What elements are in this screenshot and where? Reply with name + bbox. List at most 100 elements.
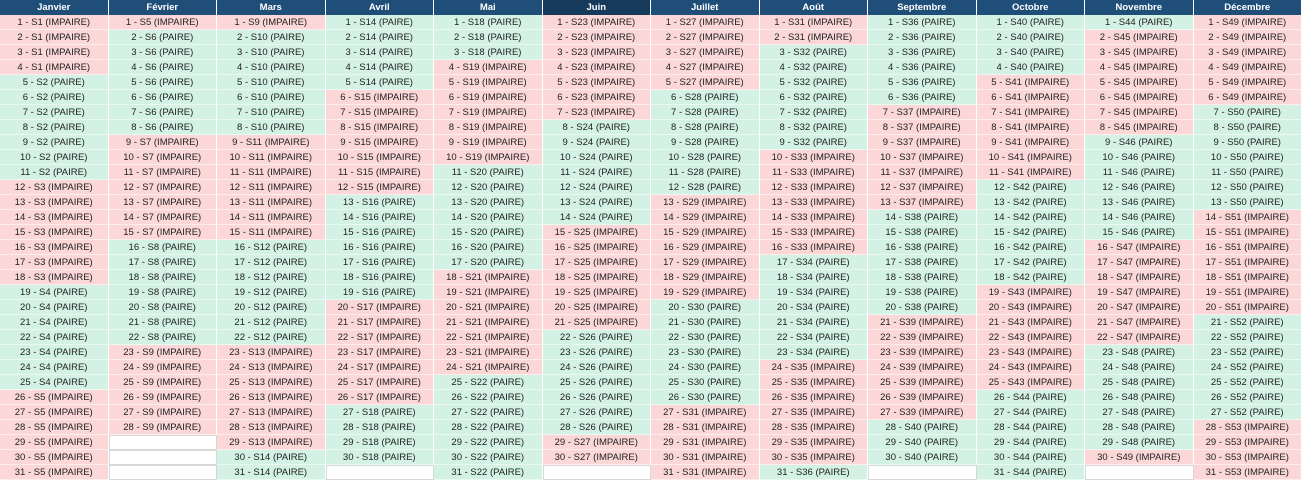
day-cell[interactable]: 20 - S12 (PAIRE) bbox=[217, 300, 326, 315]
day-cell[interactable]: 19 - S4 (PAIRE) bbox=[0, 285, 109, 300]
day-cell[interactable]: 22 - S30 (PAIRE) bbox=[651, 330, 760, 345]
day-cell[interactable]: 26 - S13 (IMPAIRE) bbox=[217, 390, 326, 405]
day-cell[interactable]: 4 - S27 (IMPAIRE) bbox=[651, 60, 760, 75]
day-cell[interactable]: 10 - S41 (IMPAIRE) bbox=[976, 150, 1085, 165]
day-cell[interactable]: 15 - S3 (IMPAIRE) bbox=[0, 225, 109, 240]
day-cell[interactable]: 4 - S32 (PAIRE) bbox=[759, 60, 868, 75]
day-cell[interactable]: 7 - S15 (IMPAIRE) bbox=[325, 105, 434, 120]
month-header-janvier[interactable]: Janvier bbox=[0, 0, 109, 15]
day-cell[interactable]: 28 - S13 (IMPAIRE) bbox=[217, 420, 326, 435]
day-cell[interactable]: 12 - S50 (PAIRE) bbox=[1193, 180, 1302, 195]
day-cell[interactable]: 22 - S39 (IMPAIRE) bbox=[868, 330, 977, 345]
day-cell[interactable]: 25 - S26 (PAIRE) bbox=[542, 375, 651, 390]
day-cell[interactable]: 13 - S29 (IMPAIRE) bbox=[651, 195, 760, 210]
day-cell[interactable]: 10 - S7 (IMPAIRE) bbox=[108, 150, 217, 165]
day-cell[interactable]: 28 - S22 (PAIRE) bbox=[434, 420, 543, 435]
day-cell[interactable]: 14 - S16 (PAIRE) bbox=[325, 210, 434, 225]
day-cell[interactable]: 5 - S45 (IMPAIRE) bbox=[1085, 75, 1194, 90]
day-cell[interactable]: 30 - S18 (PAIRE) bbox=[325, 450, 434, 465]
day-cell[interactable]: 7 - S32 (PAIRE) bbox=[759, 105, 868, 120]
day-cell[interactable]: 26 - S17 (IMPAIRE) bbox=[325, 390, 434, 405]
day-cell[interactable]: 28 - S53 (IMPAIRE) bbox=[1193, 420, 1302, 435]
day-cell[interactable]: 1 - S44 (PAIRE) bbox=[1085, 15, 1194, 30]
day-cell[interactable]: 26 - S52 (PAIRE) bbox=[1193, 390, 1302, 405]
day-cell[interactable]: 1 - S27 (IMPAIRE) bbox=[651, 15, 760, 30]
day-cell[interactable]: 5 - S23 (IMPAIRE) bbox=[542, 75, 651, 90]
day-cell[interactable]: 9 - S19 (IMPAIRE) bbox=[434, 135, 543, 150]
day-cell[interactable]: 13 - S33 (IMPAIRE) bbox=[759, 195, 868, 210]
day-cell[interactable]: 12 - S7 (IMPAIRE) bbox=[108, 180, 217, 195]
month-header-aout[interactable]: Août bbox=[759, 0, 868, 15]
day-cell[interactable]: 3 - S10 (PAIRE) bbox=[217, 45, 326, 60]
day-cell[interactable]: 8 - S6 (PAIRE) bbox=[108, 120, 217, 135]
day-cell[interactable]: 17 - S34 (PAIRE) bbox=[759, 255, 868, 270]
day-cell[interactable]: 3 - S14 (PAIRE) bbox=[325, 45, 434, 60]
day-cell[interactable]: 21 - S52 (PAIRE) bbox=[1193, 315, 1302, 330]
day-cell[interactable]: 1 - S14 (PAIRE) bbox=[325, 15, 434, 30]
day-cell[interactable]: 8 - S45 (IMPAIRE) bbox=[1085, 120, 1194, 135]
day-cell[interactable]: 28 - S40 (PAIRE) bbox=[868, 420, 977, 435]
day-cell[interactable]: 27 - S35 (IMPAIRE) bbox=[759, 405, 868, 420]
day-cell[interactable]: 18 - S8 (PAIRE) bbox=[108, 270, 217, 285]
day-cell[interactable]: 30 - S31 (IMPAIRE) bbox=[651, 450, 760, 465]
day-cell[interactable]: 18 - S51 (IMPAIRE) bbox=[1193, 270, 1302, 285]
day-cell[interactable]: 25 - S30 (PAIRE) bbox=[651, 375, 760, 390]
day-cell[interactable]: 16 - S20 (PAIRE) bbox=[434, 240, 543, 255]
day-cell[interactable]: 2 - S23 (IMPAIRE) bbox=[542, 30, 651, 45]
day-cell[interactable]: 26 - S9 (IMPAIRE) bbox=[108, 390, 217, 405]
day-cell[interactable]: 17 - S42 (PAIRE) bbox=[976, 255, 1085, 270]
day-cell[interactable]: 15 - S38 (PAIRE) bbox=[868, 225, 977, 240]
day-cell[interactable]: 28 - S26 (PAIRE) bbox=[542, 420, 651, 435]
day-cell[interactable]: 3 - S6 (PAIRE) bbox=[108, 45, 217, 60]
day-cell[interactable]: 20 - S21 (IMPAIRE) bbox=[434, 300, 543, 315]
day-cell[interactable]: 30 - S22 (PAIRE) bbox=[434, 450, 543, 465]
day-cell[interactable]: 4 - S36 (PAIRE) bbox=[868, 60, 977, 75]
day-cell[interactable]: 10 - S28 (PAIRE) bbox=[651, 150, 760, 165]
day-cell[interactable]: 18 - S3 (IMPAIRE) bbox=[0, 270, 109, 285]
day-cell[interactable]: 6 - S41 (IMPAIRE) bbox=[976, 90, 1085, 105]
day-cell[interactable]: 20 - S25 (IMPAIRE) bbox=[542, 300, 651, 315]
day-cell[interactable]: 30 - S5 (IMPAIRE) bbox=[0, 450, 109, 465]
month-header-decembre[interactable]: Décembre bbox=[1193, 0, 1302, 15]
day-cell[interactable]: 23 - S43 (IMPAIRE) bbox=[976, 345, 1085, 360]
month-header-mai[interactable]: Mai bbox=[434, 0, 543, 15]
day-cell[interactable]: 11 - S46 (PAIRE) bbox=[1085, 165, 1194, 180]
day-cell[interactable]: 9 - S7 (IMPAIRE) bbox=[108, 135, 217, 150]
day-cell[interactable]: 15 - S7 (IMPAIRE) bbox=[108, 225, 217, 240]
day-cell[interactable]: 20 - S30 (PAIRE) bbox=[651, 300, 760, 315]
day-cell[interactable]: 13 - S11 (IMPAIRE) bbox=[217, 195, 326, 210]
day-cell[interactable]: 6 - S2 (PAIRE) bbox=[0, 90, 109, 105]
day-cell[interactable]: 8 - S32 (PAIRE) bbox=[759, 120, 868, 135]
day-cell[interactable]: 8 - S15 (IMPAIRE) bbox=[325, 120, 434, 135]
day-cell[interactable]: 11 - S2 (PAIRE) bbox=[0, 165, 109, 180]
day-cell[interactable]: 27 - S48 (PAIRE) bbox=[1085, 405, 1194, 420]
day-cell[interactable]: 19 - S21 (IMPAIRE) bbox=[434, 285, 543, 300]
day-cell[interactable]: 13 - S20 (PAIRE) bbox=[434, 195, 543, 210]
day-cell[interactable]: 23 - S9 (IMPAIRE) bbox=[108, 345, 217, 360]
day-cell[interactable]: 4 - S19 (IMPAIRE) bbox=[434, 60, 543, 75]
day-cell[interactable]: 20 - S47 (IMPAIRE) bbox=[1085, 300, 1194, 315]
day-cell[interactable]: 27 - S5 (IMPAIRE) bbox=[0, 405, 109, 420]
day-cell[interactable]: 16 - S3 (IMPAIRE) bbox=[0, 240, 109, 255]
day-cell[interactable]: 13 - S16 (PAIRE) bbox=[325, 195, 434, 210]
month-header-avril[interactable]: Avril bbox=[325, 0, 434, 15]
day-cell[interactable]: 8 - S41 (IMPAIRE) bbox=[976, 120, 1085, 135]
day-cell[interactable]: 21 - S8 (PAIRE) bbox=[108, 315, 217, 330]
day-cell[interactable]: 9 - S11 (IMPAIRE) bbox=[217, 135, 326, 150]
day-cell[interactable]: 1 - S23 (IMPAIRE) bbox=[542, 15, 651, 30]
day-cell[interactable]: 8 - S2 (PAIRE) bbox=[0, 120, 109, 135]
day-cell[interactable]: 11 - S24 (PAIRE) bbox=[542, 165, 651, 180]
day-cell[interactable]: 14 - S51 (IMPAIRE) bbox=[1193, 210, 1302, 225]
day-cell[interactable]: 20 - S51 (IMPAIRE) bbox=[1193, 300, 1302, 315]
day-cell[interactable]: 13 - S50 (PAIRE) bbox=[1193, 195, 1302, 210]
day-cell[interactable]: 1 - S5 (IMPAIRE) bbox=[108, 15, 217, 30]
day-cell[interactable]: 20 - S43 (IMPAIRE) bbox=[976, 300, 1085, 315]
day-cell[interactable]: 2 - S1 (IMPAIRE) bbox=[0, 30, 109, 45]
day-cell[interactable]: 2 - S6 (PAIRE) bbox=[108, 30, 217, 45]
day-cell[interactable]: 16 - S33 (IMPAIRE) bbox=[759, 240, 868, 255]
day-cell[interactable]: 30 - S27 (IMPAIRE) bbox=[542, 450, 651, 465]
day-cell[interactable]: 5 - S6 (PAIRE) bbox=[108, 75, 217, 90]
day-cell[interactable]: 30 - S14 (PAIRE) bbox=[217, 450, 326, 465]
day-cell[interactable]: 18 - S47 (IMPAIRE) bbox=[1085, 270, 1194, 285]
day-cell[interactable]: 21 - S30 (PAIRE) bbox=[651, 315, 760, 330]
